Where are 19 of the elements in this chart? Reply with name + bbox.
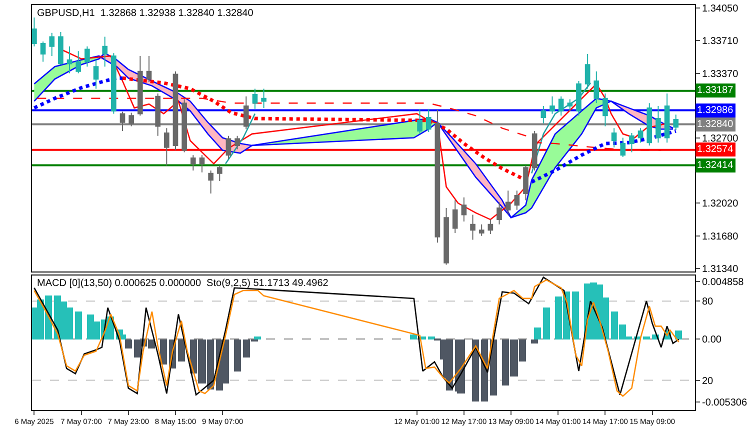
y-tick-label: 1.34050: [702, 3, 739, 14]
ref-line-label: 1.32414: [697, 160, 734, 171]
ref-line-label: 1.32840: [697, 119, 734, 130]
chart-title: GBPUSD,H1 1.32868 1.32938 1.32840 1.32840: [37, 8, 254, 19]
y-tick-label: 0.00: [702, 334, 722, 346]
y2-tick-label: 20: [702, 376, 714, 387]
ref-line-label: 1.32574: [697, 144, 734, 155]
y-tick-label: 1.31340: [702, 264, 739, 276]
ref-line-label: 1.32986: [697, 105, 734, 116]
ref-line-label: 1.33187: [697, 85, 734, 96]
y-tick-label: -0.005306: [702, 398, 748, 409]
y-tick-label: 1.33710: [702, 36, 739, 48]
y-tick-label: 1.32020: [702, 198, 739, 210]
chart-title: MACD [0](13,50) 0.000625 0.000000 Sto(9,2,5) 51.1713 49.4962: [37, 278, 329, 289]
y-tick-label: 1.33370: [702, 68, 739, 80]
y-tick-label: 0.004858: [702, 276, 744, 288]
y-tick-label: 1.31680: [702, 231, 739, 242]
y2-tick-label: 80: [702, 296, 714, 308]
y-tick-label: 1.32700: [702, 133, 739, 144]
